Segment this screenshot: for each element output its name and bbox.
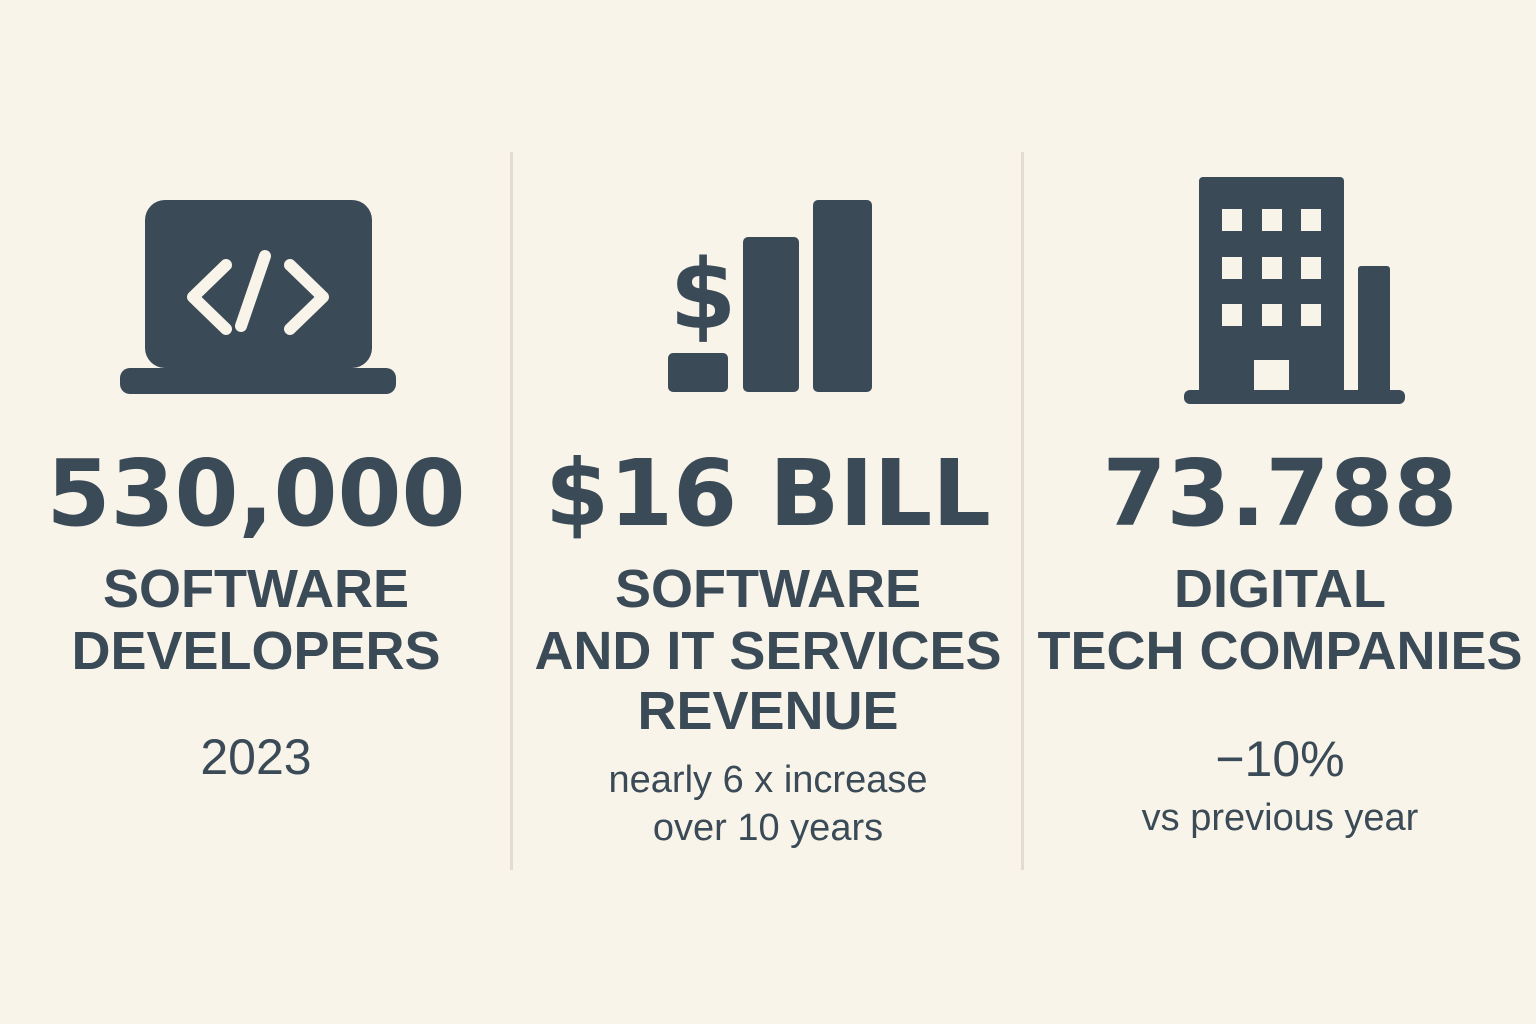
- developers-count: 530,000: [46, 440, 466, 547]
- stat-card-developers: 530,000 SOFTWARE DEVELOPERS 2023: [0, 0, 512, 1024]
- office-building-icon: [1024, 160, 1536, 420]
- revenue-note-line-1: nearly 6 x increase: [608, 759, 928, 801]
- stat-card-companies: 73.788 DIGITAL TECH COMPANIES −10% vs pr…: [1024, 0, 1536, 1024]
- developers-year: 2023: [200, 729, 312, 785]
- companies-label-line-1: DIGITAL: [1174, 559, 1386, 619]
- companies-change-note: vs previous year: [1141, 797, 1419, 839]
- revenue-note-line-2: over 10 years: [652, 807, 884, 849]
- column-divider-2: [1021, 152, 1024, 870]
- revenue-amount: $16 BILL: [545, 440, 991, 547]
- column-divider-1: [510, 152, 513, 870]
- revenue-label-line-3: REVENUE: [637, 681, 899, 741]
- companies-change: −10%: [1215, 731, 1345, 787]
- developers-label-line-1: SOFTWARE: [103, 559, 409, 619]
- companies-label-line-2: TECH COMPANIES: [1037, 621, 1523, 681]
- laptop-code-icon: [0, 160, 512, 420]
- revenue-label-line-2: AND IT SERVICES: [534, 621, 1002, 681]
- companies-count: 73.788: [1102, 440, 1458, 547]
- developers-label-line-2: DEVELOPERS: [71, 621, 441, 681]
- stat-card-revenue: $ $16 BILL SOFTWARE AND IT SERVICES REVE…: [512, 0, 1024, 1024]
- svg-text:$: $: [670, 239, 737, 351]
- dollar-bar-chart-icon: $: [512, 160, 1024, 420]
- revenue-label-line-1: SOFTWARE: [615, 559, 921, 619]
